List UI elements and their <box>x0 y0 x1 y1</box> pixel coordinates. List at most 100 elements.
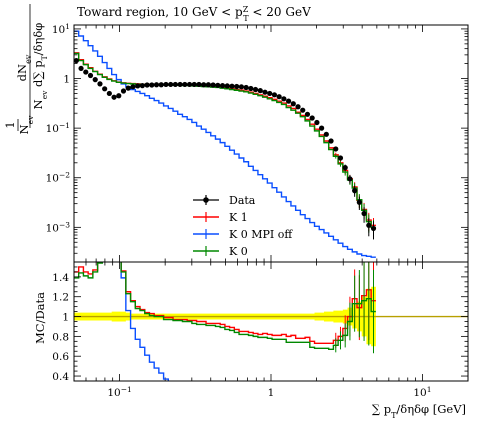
data-point <box>144 82 150 88</box>
data-point <box>267 90 273 97</box>
data-point <box>186 81 193 88</box>
data-point <box>323 131 329 137</box>
legend-label-k0: K 0 <box>229 245 248 258</box>
legend-label-k1: K 1 <box>229 211 248 224</box>
data-point <box>102 86 108 92</box>
k1-line <box>74 262 376 345</box>
legend-label-data: Data <box>229 194 256 207</box>
main-frame <box>73 24 469 263</box>
x-tick-label: 1 <box>268 387 275 399</box>
data-point <box>168 81 174 88</box>
x-tick-label: 10−1 <box>107 385 131 400</box>
data-point <box>74 57 79 64</box>
y-tick-label-ratio: 1.4 <box>52 272 69 284</box>
data-point <box>106 90 112 97</box>
data-point <box>182 81 188 88</box>
y-axis-title-main: dNev Nev d∑ pT/δηδφ <box>15 4 49 128</box>
y-tick-label-main: 10−3 <box>46 220 71 235</box>
data-point <box>210 82 216 88</box>
legend-item-k0_mpi_off: K 0 MPI off <box>193 228 293 241</box>
x-axis-title: ∑ pT/δηδφ [GeV] <box>372 402 466 420</box>
legend-swatch-data-point <box>203 197 209 203</box>
data-point <box>191 81 197 88</box>
chart-title: Toward region, 10 GeV < pZ T < 20 GeV <box>77 5 311 23</box>
y-tick-label-main: 1 <box>63 74 70 86</box>
data-point <box>120 88 127 94</box>
svg-text:1: 1 <box>3 121 17 128</box>
data-point <box>309 115 315 121</box>
data-point <box>342 165 348 171</box>
data-point <box>314 119 320 126</box>
data-point <box>285 98 292 104</box>
data-point <box>205 82 211 88</box>
svg-text:Nev d∑ pT/δηδφ: Nev d∑ pT/δηδφ <box>31 23 49 110</box>
data-point <box>252 86 259 93</box>
data-point <box>243 84 249 91</box>
data-point <box>219 83 226 89</box>
y-tick-label-main: 101 <box>52 21 70 36</box>
data-point <box>83 69 89 75</box>
data-point <box>276 94 282 100</box>
data-point <box>125 85 131 91</box>
svg-text:dNev: dNev <box>15 54 33 81</box>
legend: Data K 1 K 0 MPI off K 0 <box>193 194 293 258</box>
k0_mpi_off-line <box>120 262 170 381</box>
data-point <box>229 83 235 89</box>
data-point <box>337 155 344 161</box>
data-point <box>370 225 377 232</box>
data-point <box>97 81 103 87</box>
data-point <box>366 222 372 228</box>
y-tick-label-ratio: 0.8 <box>52 331 69 343</box>
k0-line <box>74 52 376 229</box>
data-point <box>300 107 306 113</box>
data-point <box>304 111 311 117</box>
data-point <box>135 83 141 89</box>
data-point <box>352 188 358 194</box>
data-point <box>328 138 334 144</box>
data-point <box>215 82 221 88</box>
data-point <box>361 210 367 217</box>
data-point <box>333 146 339 152</box>
legend-label-k0_mpi_off: K 0 MPI off <box>229 228 293 241</box>
series-k0_mpi_off <box>120 262 170 381</box>
legend-item-data: Data <box>193 194 256 207</box>
data-point <box>177 81 183 88</box>
series-k1 <box>74 262 376 348</box>
series-k0_mpi_off <box>74 30 376 258</box>
data-point <box>257 88 263 94</box>
data-point <box>116 93 122 99</box>
ratio-plot-area <box>74 262 468 381</box>
svg-text:Nev: Nev <box>17 115 35 135</box>
data-point <box>149 82 155 88</box>
data-point <box>158 82 164 88</box>
data-point <box>356 199 362 205</box>
y-tick-label-ratio: 1 <box>62 312 69 324</box>
series-data <box>74 57 377 240</box>
k0-line <box>74 262 376 350</box>
data-point <box>238 84 245 90</box>
data-point <box>319 125 325 131</box>
y-tick-label-ratio: 0.4 <box>52 371 69 383</box>
y-axis-title-main-prefactor: 1 Nev <box>3 115 35 135</box>
data-point <box>234 83 240 90</box>
y-tick-label-main: 10−1 <box>46 121 70 136</box>
data-point <box>248 85 254 92</box>
main-plot-area <box>74 30 377 258</box>
y-tick-label-main: 10−2 <box>46 170 71 185</box>
y-axis-title-ratio: MC/Data <box>33 292 47 344</box>
data-point <box>262 89 268 95</box>
k0_mpi_off-line <box>74 30 376 258</box>
legend-item-k0: K 0 <box>193 245 248 258</box>
ratio-plot-panel: 10−1 1 101 1.4 1.2 1 0.8 0.6 0.4 <box>52 261 469 400</box>
y-tick-label-ratio: 0.6 <box>52 351 69 363</box>
data-point <box>130 84 136 90</box>
data-point <box>153 82 160 88</box>
x-tick-label: 101 <box>413 385 431 400</box>
main-plot-panel: 101 1 10−1 10−2 10−3 <box>46 21 469 381</box>
data-point <box>290 101 296 107</box>
data-point <box>92 77 98 83</box>
data-point <box>139 83 145 89</box>
data-point <box>271 92 278 98</box>
